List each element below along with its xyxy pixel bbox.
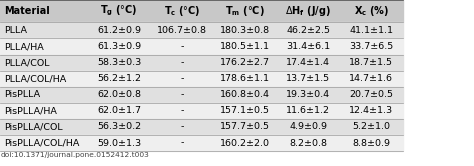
Text: -: - — [181, 42, 184, 51]
Text: 46.2±2.5: 46.2±2.5 — [286, 26, 330, 35]
Bar — [0, 55, 403, 71]
Text: 160.2±2.0: 160.2±2.0 — [220, 138, 270, 148]
Text: 180.3±0.8: 180.3±0.8 — [220, 26, 270, 35]
Bar — [0, 71, 403, 87]
Text: 157.7±0.5: 157.7±0.5 — [220, 123, 270, 131]
Bar — [0, 87, 403, 103]
Text: 160.8±0.4: 160.8±0.4 — [220, 90, 270, 99]
Text: 14.7±1.6: 14.7±1.6 — [349, 74, 393, 83]
Text: 33.7±6.5: 33.7±6.5 — [349, 42, 393, 51]
Bar — [0, 22, 403, 39]
Text: 19.3±0.4: 19.3±0.4 — [286, 90, 330, 99]
Text: -: - — [181, 123, 184, 131]
Text: T$_\mathregular{g}$ ($\degree$C): T$_\mathregular{g}$ ($\degree$C) — [100, 4, 138, 18]
Text: PisPLLA/HA: PisPLLA/HA — [4, 106, 57, 115]
Text: 31.4±6.1: 31.4±6.1 — [286, 42, 330, 51]
Text: 11.6±1.2: 11.6±1.2 — [286, 106, 330, 115]
Text: 62.0±0.8: 62.0±0.8 — [97, 90, 141, 99]
Bar — [0, 135, 403, 151]
Text: PLLA: PLLA — [4, 26, 27, 35]
Text: 17.4±1.4: 17.4±1.4 — [286, 58, 330, 67]
Text: 61.3±0.9: 61.3±0.9 — [97, 42, 141, 51]
Text: 20.7±0.5: 20.7±0.5 — [349, 90, 393, 99]
Text: 18.7±1.5: 18.7±1.5 — [349, 58, 393, 67]
Text: 56.3±0.2: 56.3±0.2 — [97, 123, 141, 131]
Text: 8.8±0.9: 8.8±0.9 — [352, 138, 391, 148]
Text: 176.2±2.7: 176.2±2.7 — [220, 58, 270, 67]
Text: PisPLLA: PisPLLA — [4, 90, 40, 99]
Text: 4.9±0.9: 4.9±0.9 — [289, 123, 328, 131]
Text: doi:10.1371/journal.pone.0152412.t003: doi:10.1371/journal.pone.0152412.t003 — [1, 152, 150, 158]
Text: 157.1±0.5: 157.1±0.5 — [220, 106, 270, 115]
Text: 61.2±0.9: 61.2±0.9 — [97, 26, 141, 35]
Text: -: - — [181, 106, 184, 115]
Text: 41.1±1.1: 41.1±1.1 — [349, 26, 393, 35]
Text: 106.7±0.8: 106.7±0.8 — [157, 26, 207, 35]
Bar — [0, 119, 403, 135]
Text: $\Delta$H$_\mathregular{f}$ (J/g): $\Delta$H$_\mathregular{f}$ (J/g) — [285, 4, 331, 18]
Text: PisPLLA/COL/HA: PisPLLA/COL/HA — [4, 138, 79, 148]
Text: 13.7±1.5: 13.7±1.5 — [286, 74, 330, 83]
Text: T$_\mathregular{m}$ ($\degree$C): T$_\mathregular{m}$ ($\degree$C) — [226, 4, 265, 18]
Text: -: - — [181, 58, 184, 67]
Text: PLLA/HA: PLLA/HA — [4, 42, 44, 51]
Text: 59.0±1.3: 59.0±1.3 — [97, 138, 141, 148]
Text: Material: Material — [4, 6, 50, 16]
Text: 12.4±1.3: 12.4±1.3 — [349, 106, 393, 115]
Text: 178.6±1.1: 178.6±1.1 — [220, 74, 270, 83]
Text: 58.3±0.3: 58.3±0.3 — [97, 58, 141, 67]
Bar — [0, 39, 403, 55]
Text: T$_\mathregular{c}$ ($\degree$C): T$_\mathregular{c}$ ($\degree$C) — [164, 4, 201, 18]
Bar — [0, 103, 403, 119]
Text: -: - — [181, 138, 184, 148]
Text: PLLA/COL/HA: PLLA/COL/HA — [4, 74, 66, 83]
Text: PLLA/COL: PLLA/COL — [4, 58, 49, 67]
Text: 62.0±1.7: 62.0±1.7 — [97, 106, 141, 115]
Text: X$_\mathregular{c}$ (%): X$_\mathregular{c}$ (%) — [354, 4, 389, 18]
Text: 56.2±1.2: 56.2±1.2 — [97, 74, 141, 83]
Text: PisPLLA/COL: PisPLLA/COL — [4, 123, 63, 131]
Text: -: - — [181, 74, 184, 83]
Text: 8.2±0.8: 8.2±0.8 — [289, 138, 328, 148]
Text: 5.2±1.0: 5.2±1.0 — [352, 123, 391, 131]
Text: -: - — [181, 90, 184, 99]
Text: 180.5±1.1: 180.5±1.1 — [220, 42, 270, 51]
